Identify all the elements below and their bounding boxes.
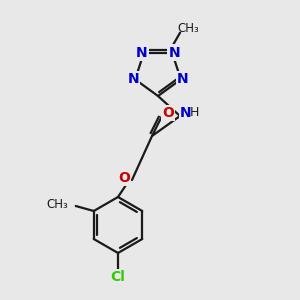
Text: N: N [128, 72, 139, 86]
Text: N: N [177, 72, 189, 86]
Text: N: N [180, 106, 192, 120]
Text: H: H [189, 106, 199, 119]
Text: O: O [162, 106, 174, 120]
Text: Cl: Cl [111, 270, 125, 284]
Text: CH₃: CH₃ [177, 22, 199, 35]
Text: N: N [136, 46, 148, 60]
Text: O: O [118, 171, 130, 185]
Text: CH₃: CH₃ [46, 197, 68, 211]
Text: N: N [168, 46, 180, 60]
